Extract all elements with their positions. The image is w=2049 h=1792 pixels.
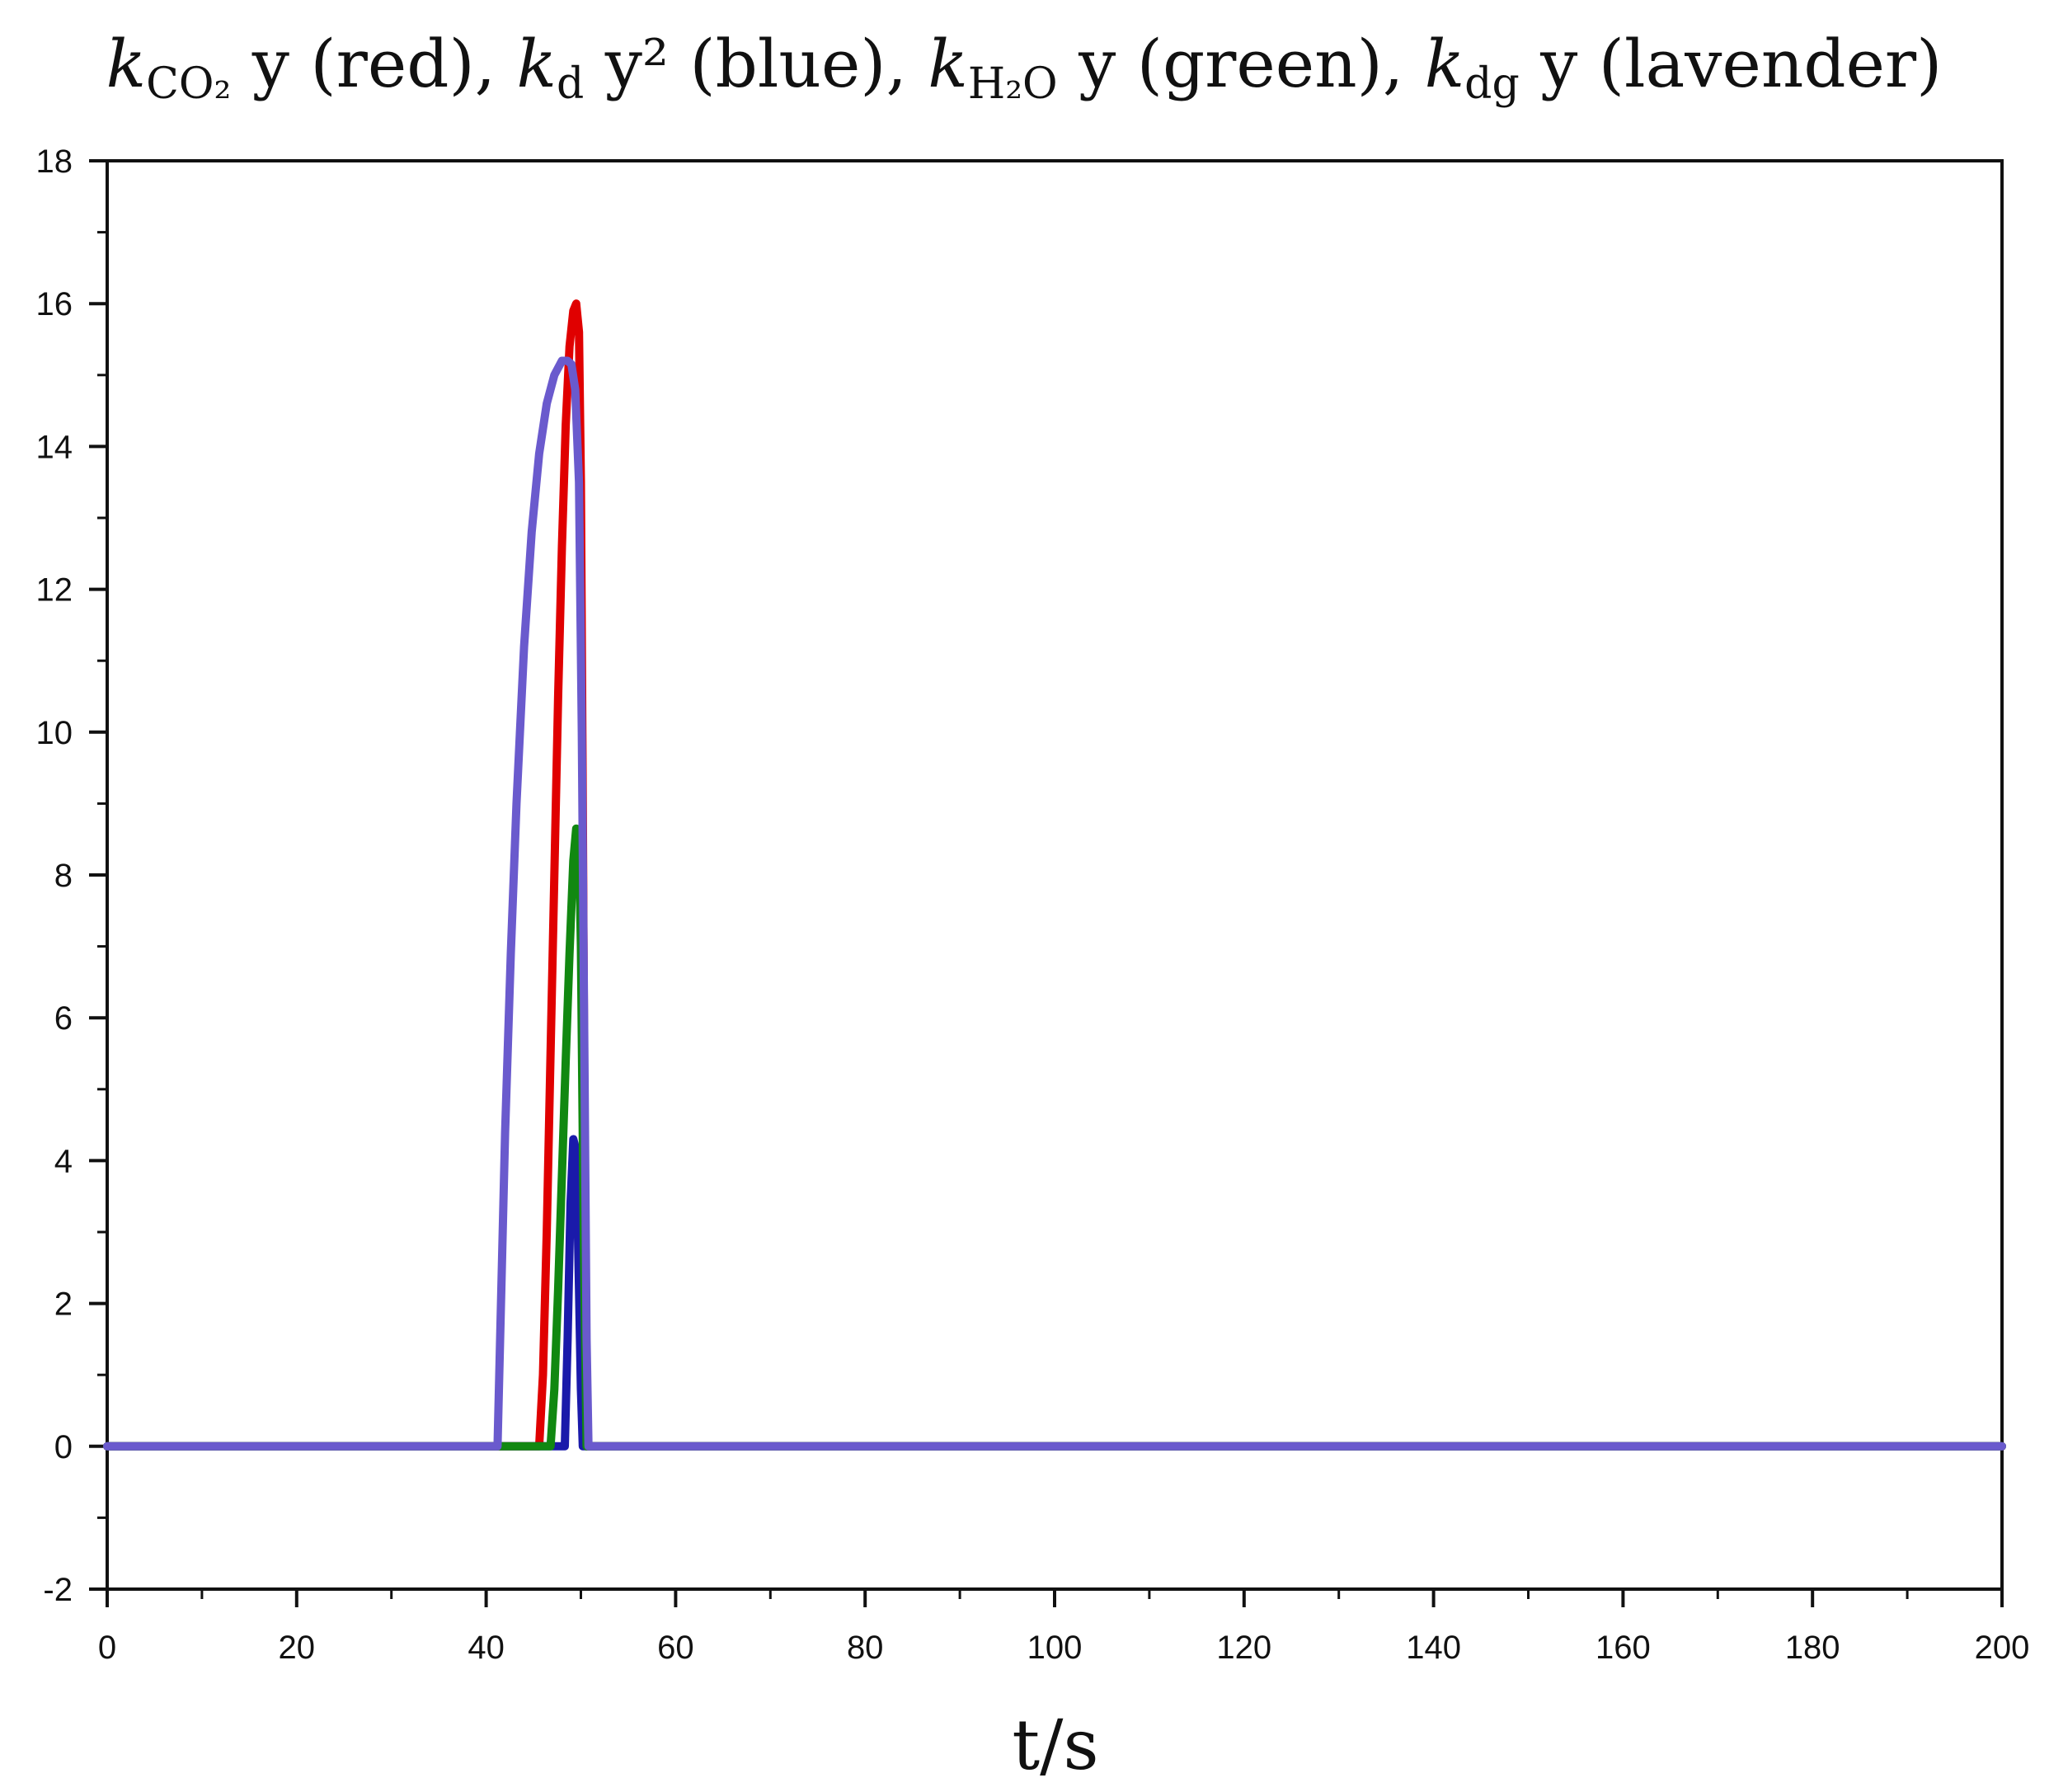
plot-frame: [106, 159, 2004, 1591]
title-label: y (green),: [1058, 26, 1425, 102]
y-tick-label: -2: [43, 1572, 73, 1608]
x-tick-label: 80: [847, 1630, 884, 1666]
y-tick-label: 6: [54, 1000, 73, 1037]
y-tick-label: 2: [54, 1286, 73, 1323]
y-tick-label: 4: [54, 1143, 73, 1179]
series-line-red: [103, 299, 2006, 1451]
series-layer: [103, 299, 2006, 1451]
title-subscript: CO₂: [146, 59, 231, 109]
x-tick-label: 140: [1406, 1630, 1461, 1666]
title-label: y (red),: [231, 26, 516, 102]
title-symbol: k: [1425, 26, 1464, 102]
x-axis-label: t/s: [1012, 1705, 1098, 1785]
title-symbol: k: [106, 26, 146, 102]
y-tick-label: 14: [36, 429, 73, 465]
title-label: y (lavender): [1520, 26, 1943, 102]
title-subscript: dg: [1464, 59, 1520, 109]
y-tick-label: 0: [54, 1429, 73, 1465]
x-tick-label: 200: [1975, 1630, 2030, 1666]
series-line-blue: [103, 1135, 2006, 1451]
y-tick-label: 12: [36, 572, 73, 609]
y-tick-label: 18: [36, 143, 73, 180]
chart-title: kCO₂ y (red), kd y² (blue), kH₂O y (gree…: [106, 26, 1943, 109]
x-tick-label: 180: [1785, 1630, 1840, 1666]
series-line-lavender: [103, 356, 2006, 1451]
x-tick-label: 120: [1216, 1630, 1271, 1666]
title-symbol: k: [928, 26, 967, 102]
title-subscript: H₂O: [968, 59, 1058, 109]
x-tick-label: 40: [468, 1630, 505, 1666]
title-label: y² (blue),: [584, 26, 928, 102]
x-tick-label: 160: [1595, 1630, 1651, 1666]
y-tick-label: 10: [36, 715, 73, 751]
y-tick-label: 16: [36, 286, 73, 322]
title-symbol: k: [517, 26, 557, 102]
series-line-green: [103, 824, 2006, 1451]
title-subscript: d: [557, 59, 584, 109]
x-tick-label: 100: [1027, 1630, 1083, 1666]
y-axis: -2 0 2 4 6 8 10 12 14 16 18: [36, 143, 107, 1608]
x-axis: 0 20 40 60 80 100 120 140 160 180 200: [98, 1589, 2030, 1666]
x-tick-label: 20: [279, 1630, 316, 1666]
x-tick-label: 60: [657, 1630, 694, 1666]
y-tick-label: 8: [54, 858, 73, 894]
x-tick-label: 0: [98, 1630, 116, 1666]
